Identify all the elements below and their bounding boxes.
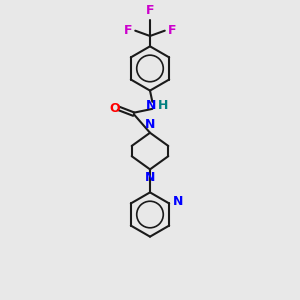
Text: F: F <box>146 4 154 17</box>
Text: O: O <box>110 102 120 115</box>
Text: N: N <box>146 99 156 112</box>
Text: N: N <box>145 118 155 131</box>
Text: F: F <box>124 24 132 37</box>
Text: N: N <box>145 171 155 184</box>
Text: N: N <box>173 196 183 208</box>
Text: H: H <box>158 99 168 112</box>
Text: F: F <box>168 24 176 37</box>
